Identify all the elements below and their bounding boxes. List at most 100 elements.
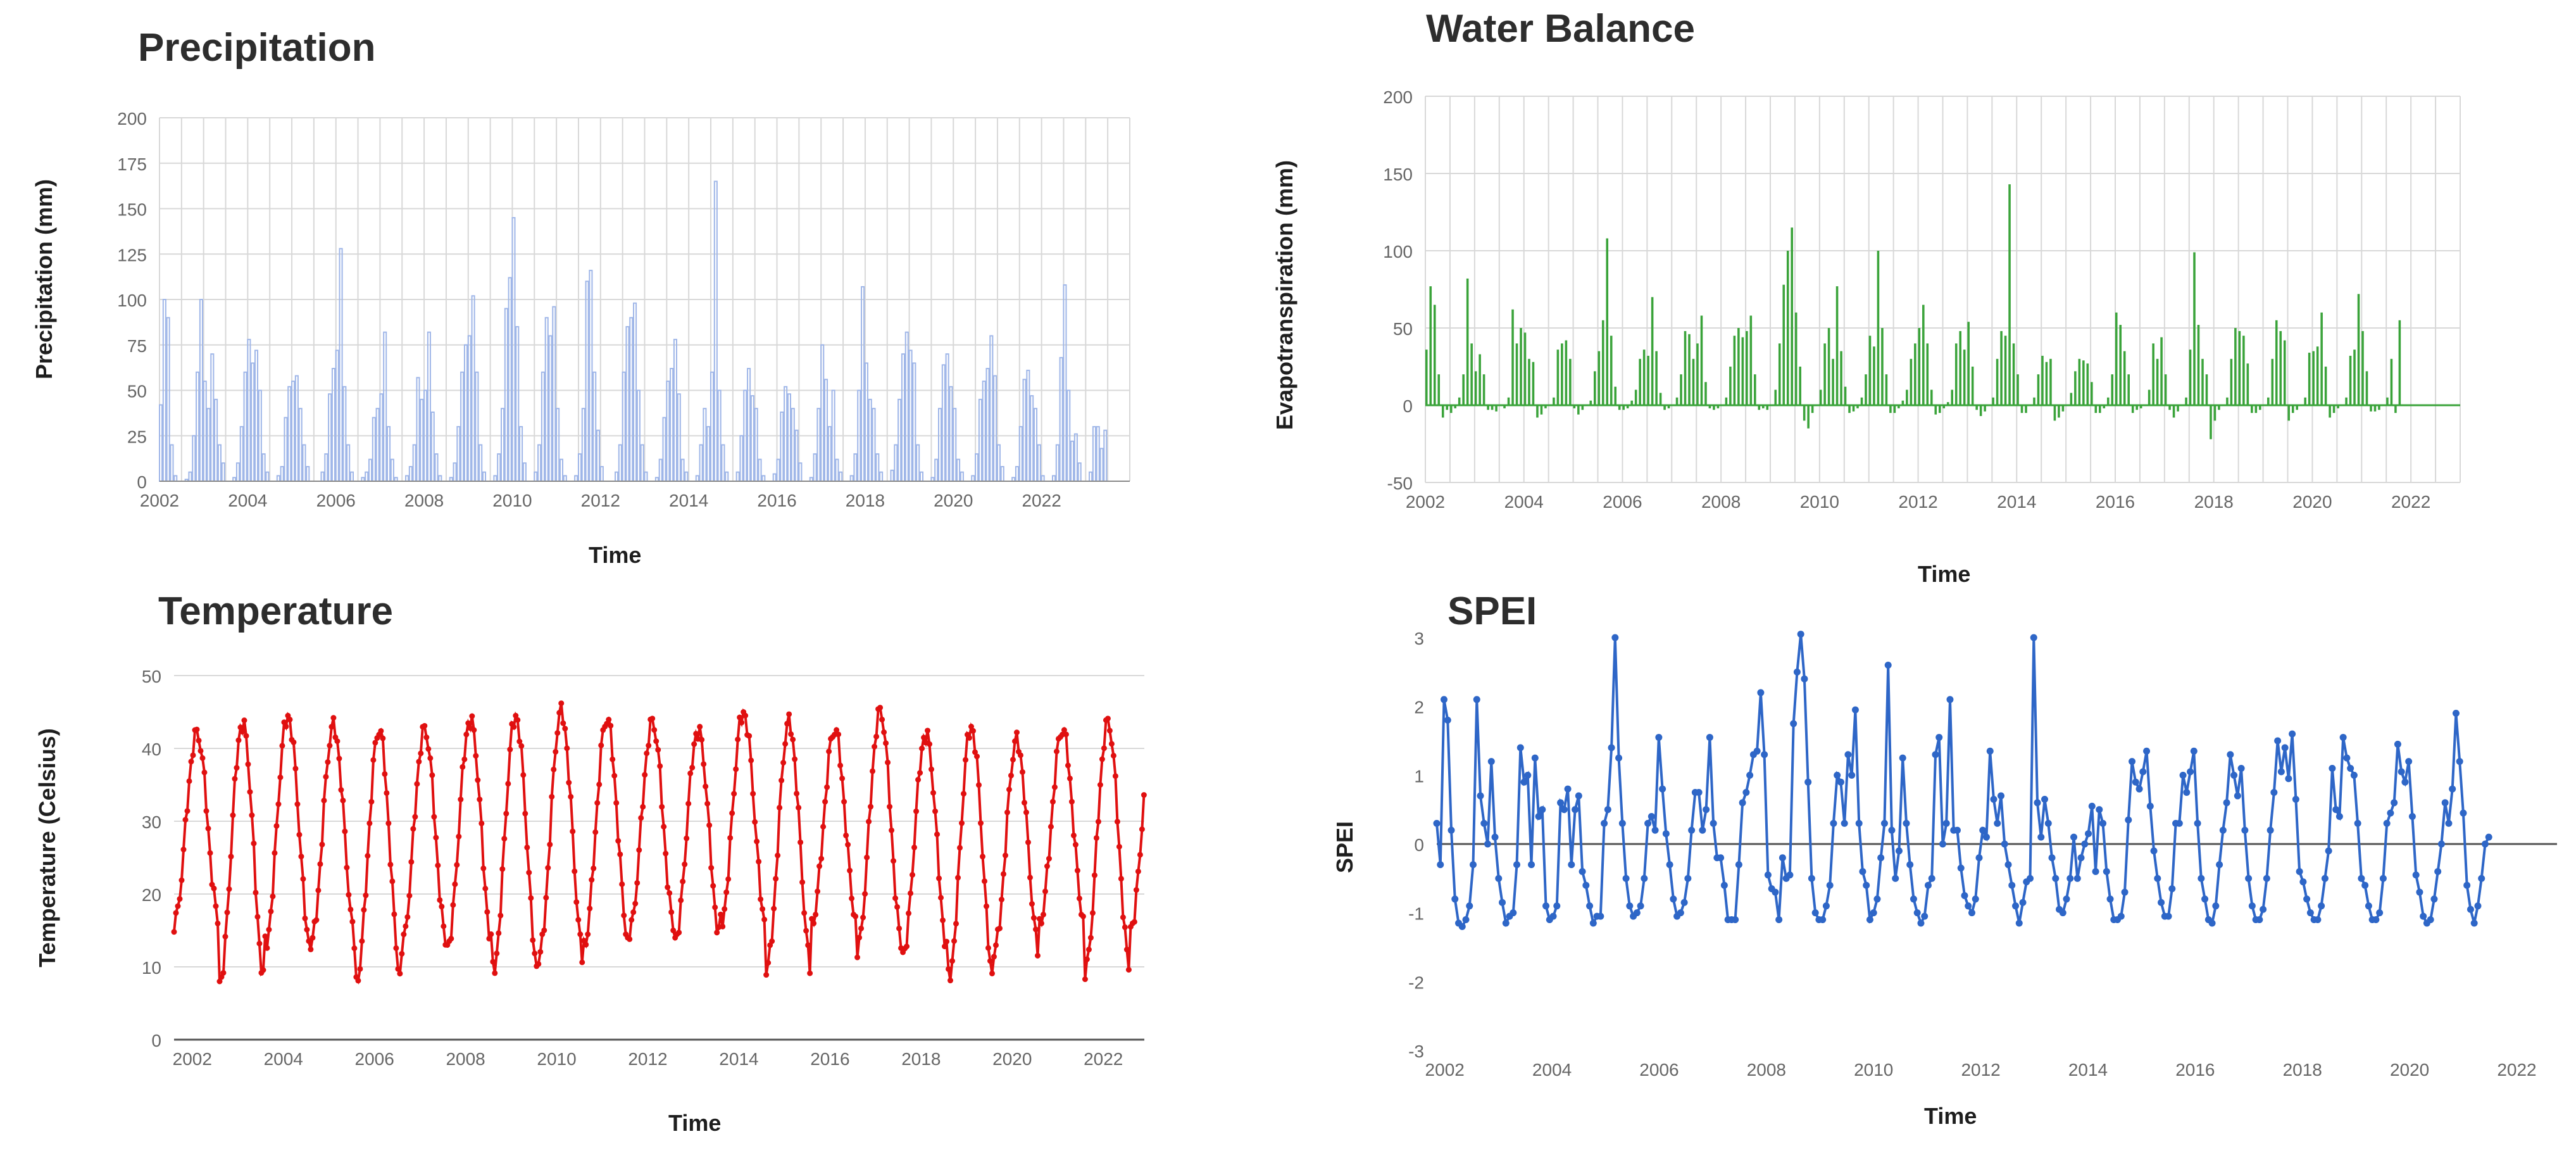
temperature-point xyxy=(1023,809,1029,816)
y-tick-label: 0 xyxy=(1414,835,1424,855)
water-balance-bar xyxy=(2049,358,2052,405)
water-balance-bar xyxy=(2004,336,2007,405)
water-balance-bar xyxy=(1601,320,1604,405)
temperature-point xyxy=(1017,752,1023,759)
precipitation-bar xyxy=(324,453,328,482)
temperature-point xyxy=(408,859,415,865)
spei-point xyxy=(2449,785,2456,793)
temperature-point xyxy=(441,923,447,929)
temperature-point xyxy=(522,810,528,817)
water-balance-bar xyxy=(1515,343,1518,405)
temperature-point xyxy=(644,750,650,757)
spei-point xyxy=(2460,809,2467,817)
water-balance-bar xyxy=(1881,328,1884,405)
precipitation-bar xyxy=(1092,425,1096,482)
spei-point xyxy=(1808,874,1815,882)
precipitation-bar xyxy=(908,350,913,482)
precipitation-bar xyxy=(894,444,898,482)
water-balance-bar xyxy=(2148,389,2151,405)
temperature-point xyxy=(642,772,648,778)
temperature-point xyxy=(699,736,705,743)
precipitation-bar xyxy=(1033,408,1038,482)
water-balance-bar xyxy=(1865,374,1867,405)
temperature-point xyxy=(488,931,494,937)
temperature-point xyxy=(361,907,367,913)
water-balance-bar xyxy=(1429,286,1432,405)
temperature-point xyxy=(283,723,289,729)
temperature-point xyxy=(490,959,496,965)
temperature-point xyxy=(1034,952,1041,959)
spei-point xyxy=(2135,785,2143,793)
temperature-point xyxy=(452,881,458,887)
water-balance-bar xyxy=(1700,315,1703,405)
temperature-point xyxy=(1091,872,1097,878)
spei-point xyxy=(1990,795,1998,803)
spei-point xyxy=(1761,751,1768,759)
precipitation-bar xyxy=(467,335,472,482)
spei-point xyxy=(2481,840,2489,848)
precipitation-bar xyxy=(864,362,868,482)
precipitation-bar xyxy=(463,344,468,482)
temperature-point xyxy=(482,885,489,892)
spei-point xyxy=(2063,895,2070,903)
temperature-point xyxy=(171,929,177,935)
spei-point xyxy=(1917,919,1925,927)
spei-point xyxy=(1797,631,1804,638)
water-balance-bar xyxy=(2070,393,2073,405)
temperature-point xyxy=(799,879,806,885)
temperature-point xyxy=(697,724,703,730)
precipitation-bar xyxy=(430,411,435,482)
x-tick-label: 2004 xyxy=(1504,492,1544,512)
water-balance-bar xyxy=(1507,397,1510,405)
temperature-point xyxy=(1046,855,1052,862)
precipitation-bar xyxy=(541,371,545,482)
temperature-point xyxy=(729,810,735,816)
spei-point xyxy=(2318,902,2325,910)
precipitation-bar xyxy=(680,458,685,482)
spei-point xyxy=(1706,734,1713,741)
water-balance-bar xyxy=(1614,386,1617,405)
precipitation-bar xyxy=(941,364,946,482)
x-tick-label: 2002 xyxy=(1425,1060,1465,1080)
temperature-point xyxy=(249,812,255,819)
temperature-panel: Temperature Temperature (Celsius) Time 0… xyxy=(0,576,1288,1153)
temperature-point xyxy=(547,841,553,848)
spei-point xyxy=(2048,854,2056,862)
spei-point xyxy=(2485,833,2492,841)
temperature-point xyxy=(173,910,179,916)
temperature-point xyxy=(961,791,967,797)
temperature-point xyxy=(792,756,798,762)
temperature-point xyxy=(756,859,762,865)
spei-point xyxy=(2358,874,2365,882)
spei-point xyxy=(1997,792,2004,800)
temperature-point xyxy=(879,716,885,722)
water-balance-bar xyxy=(1885,374,1888,405)
temperature-point xyxy=(613,800,620,806)
spei-point xyxy=(1524,771,1532,779)
spei-point xyxy=(2325,847,2332,855)
water-balance-bar xyxy=(2189,350,2192,405)
temperature-point xyxy=(849,895,855,902)
temperature-point xyxy=(680,878,686,885)
y-tick-label: 150 xyxy=(1383,165,1413,184)
temperature-point xyxy=(1013,729,1020,736)
temperature-point xyxy=(389,878,396,885)
precipitation-bar xyxy=(265,471,270,482)
temperature-point xyxy=(380,735,386,741)
temperature-point xyxy=(668,909,675,916)
spei-point xyxy=(2096,806,2103,814)
temperature-point xyxy=(537,948,544,955)
spei-point xyxy=(1892,874,1899,882)
water-balance-bar xyxy=(1766,405,1769,410)
precipitation-bar xyxy=(170,444,174,482)
spei-point xyxy=(2303,895,2311,903)
precipitation-bar xyxy=(298,408,303,482)
temperature-point xyxy=(1074,867,1080,874)
x-tick-label: 2012 xyxy=(1898,492,1937,512)
precipitation-bar xyxy=(306,466,310,482)
water-balance-bar xyxy=(1659,393,1662,405)
temperature-point xyxy=(1070,832,1077,838)
spei-point xyxy=(1451,895,1459,903)
temperature-point xyxy=(822,798,828,805)
water-balance-bar xyxy=(1491,405,1494,410)
